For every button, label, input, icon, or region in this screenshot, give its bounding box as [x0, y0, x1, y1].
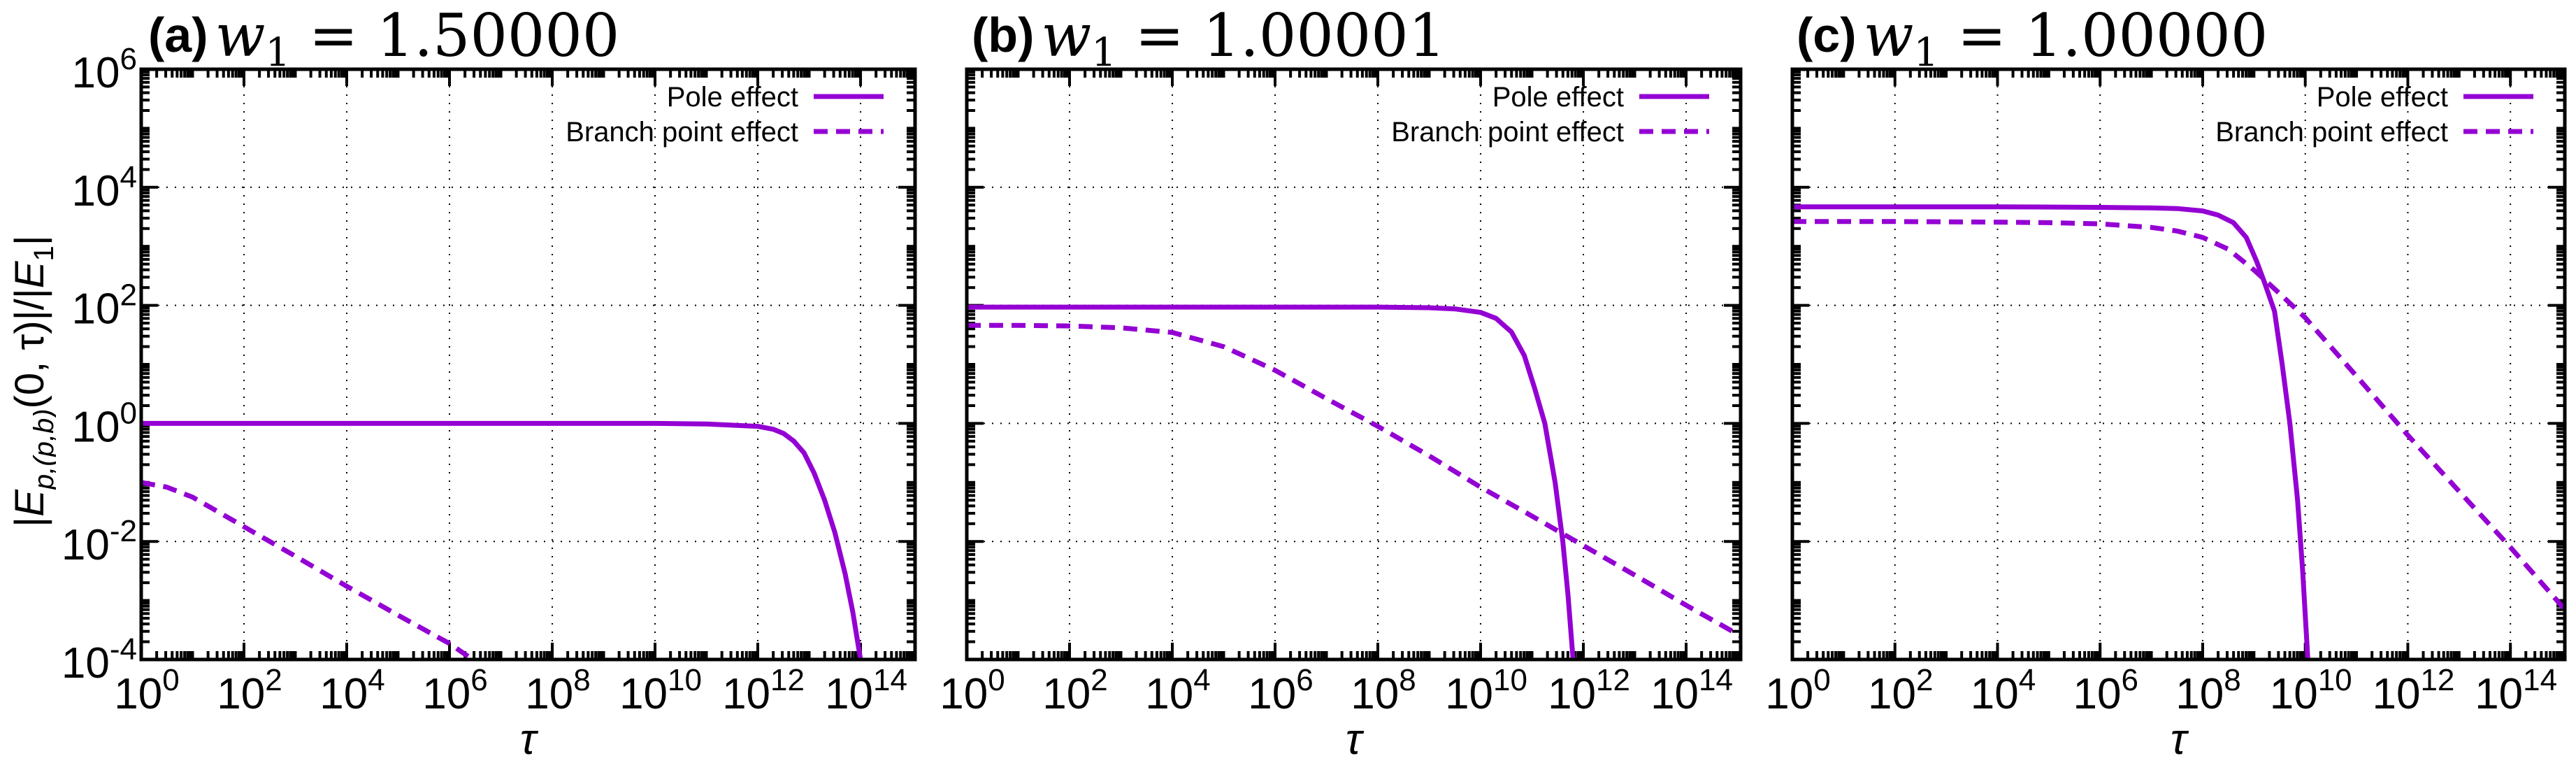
svg-text:1014: 1014 — [2475, 663, 2557, 718]
panel-c-equation: w1 = 1.00000 — [1863, 1, 2268, 76]
x-tick-labels: 100 102 104 106 108 1010 1012 1014 — [940, 663, 1733, 718]
svg-text:102: 102 — [1868, 663, 1933, 718]
grid — [1792, 69, 2565, 659]
svg-text:102: 102 — [72, 278, 137, 334]
svg-text:1010: 1010 — [1445, 663, 1527, 718]
legend: Pole effect Branch point effect — [1391, 82, 1709, 148]
axis-ticks — [965, 69, 1741, 661]
svg-text:|Ep,(p,b)(0, τ)|/|E1|: |Ep,(p,b)(0, τ)|/|E1| — [7, 235, 56, 527]
svg-text:104: 104 — [1971, 663, 2036, 718]
grid — [141, 69, 915, 659]
pole-effect-line — [967, 304, 1576, 659]
panel-b-tag: (b) — [972, 8, 1035, 62]
svg-text:1014: 1014 — [1650, 663, 1733, 718]
series-group — [1792, 204, 2565, 659]
svg-text:104: 104 — [1145, 663, 1210, 718]
svg-text:108: 108 — [1351, 663, 1416, 718]
svg-text:106: 106 — [422, 663, 487, 718]
panel-a-title: (a) w1 = 1.50000 — [148, 1, 620, 76]
pole-effect-line — [1792, 204, 2310, 659]
svg-text:1012: 1012 — [2372, 663, 2454, 718]
svg-text:106: 106 — [2073, 663, 2138, 718]
svg-text:106: 106 — [1248, 663, 1313, 718]
svg-text:100: 100 — [940, 663, 1005, 718]
svg-text:106: 106 — [72, 42, 137, 97]
legend-label: Pole effect — [667, 82, 798, 113]
panel-c-plot: 100 102 104 106 108 1010 1012 1014 τ Pole effect B… — [1765, 67, 2567, 763]
svg-text:10-4: 10-4 — [62, 632, 137, 687]
panel-c-title: (c) w1 = 1.00000 — [1797, 1, 2268, 76]
plot-frame — [139, 67, 917, 662]
branch-point-effect-line — [1792, 219, 2565, 611]
panel-a-plot: 100 102 104 106 108 1010 1012 101410-410-210010… — [62, 42, 917, 763]
plot-frame — [965, 67, 1743, 662]
svg-text:104: 104 — [319, 663, 384, 718]
axis-ticks — [1791, 69, 2565, 661]
legend-label: Pole effect — [1492, 82, 1624, 113]
branch-point-effect-line — [141, 480, 475, 659]
x-tick-labels: 100 102 104 106 108 1010 1012 1014 — [114, 663, 907, 718]
panel-b-plot: 100 102 104 106 108 1010 1012 1014 τ Pole effect B… — [940, 67, 1743, 763]
svg-text:1012: 1012 — [722, 663, 805, 718]
branch-point-effect-line — [967, 322, 1741, 639]
x-axis-label: τ — [2171, 715, 2189, 763]
svg-text:1010: 1010 — [619, 663, 702, 718]
svg-text:100: 100 — [114, 663, 179, 718]
axis-ticks — [140, 69, 915, 661]
legend: Pole effect Branch point effect — [2215, 82, 2533, 148]
pole-effect-line — [141, 420, 863, 659]
svg-text:108: 108 — [2175, 663, 2240, 718]
svg-text:102: 102 — [217, 663, 282, 718]
svg-text:10-2: 10-2 — [62, 514, 137, 569]
svg-text:100: 100 — [1765, 663, 1830, 718]
svg-text:1014: 1014 — [825, 663, 907, 718]
svg-text:108: 108 — [525, 663, 590, 718]
plot-frame — [1790, 67, 2567, 662]
svg-text:1012: 1012 — [1548, 663, 1630, 718]
x-tick-labels: 100 102 104 106 108 1010 1012 1014 — [1765, 663, 2557, 718]
x-axis-label: τ — [1346, 715, 1365, 763]
x-axis-label: τ — [520, 715, 539, 763]
y-tick-labels: 10-4 10-2 100 102 104 106 — [62, 42, 137, 687]
panel-a-tag: (a) — [148, 8, 208, 62]
series-group — [141, 420, 863, 659]
legend-label: Branch point effect — [566, 117, 798, 148]
svg-text:102: 102 — [1042, 663, 1107, 718]
legend-label: Branch point effect — [2215, 117, 2448, 148]
panel-a-equation: w1 = 1.50000 — [215, 1, 620, 76]
svg-text:104: 104 — [72, 160, 137, 215]
svg-text:100: 100 — [72, 396, 137, 451]
svg-text:1010: 1010 — [2270, 663, 2352, 718]
y-axis-label: |Ep,(p,b)(0, τ)|/|E1| — [7, 235, 56, 527]
series-group — [967, 304, 1741, 659]
panel-c-tag: (c) — [1797, 8, 1857, 62]
legend: Pole effect Branch point effect — [566, 82, 884, 148]
legend-label: Pole effect — [2317, 82, 2448, 113]
legend-label: Branch point effect — [1391, 117, 1624, 148]
